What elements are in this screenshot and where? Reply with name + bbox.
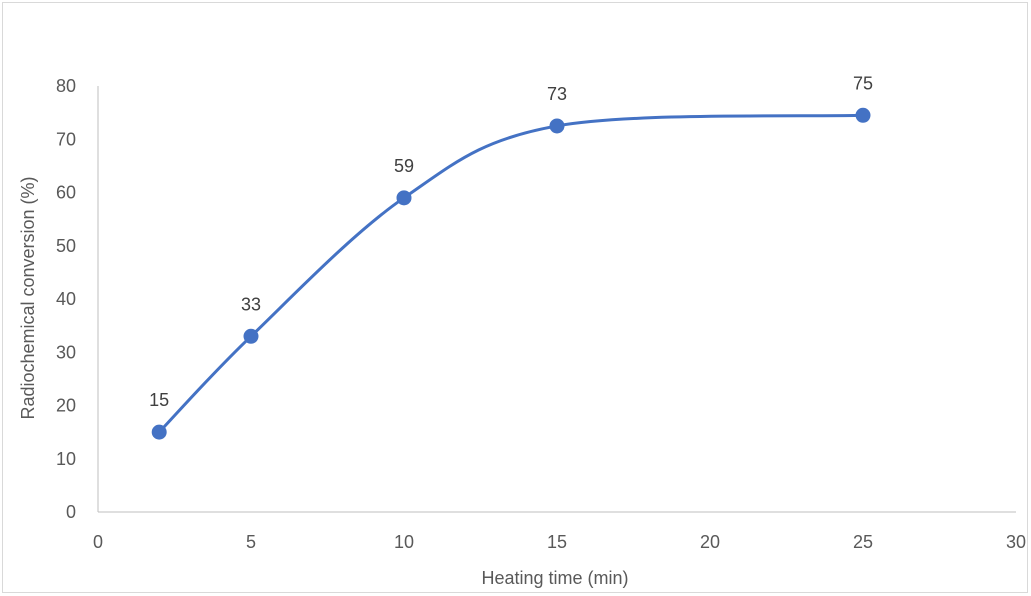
- x-tick-labels: 0 5 10 15 20 25 30: [93, 532, 1026, 552]
- x-tick-label: 0: [93, 532, 103, 552]
- y-tick-label: 50: [56, 236, 76, 256]
- data-points: [151, 107, 871, 440]
- data-label: 59: [394, 156, 414, 176]
- y-axis-title: Radiochemical conversion (%): [18, 176, 38, 419]
- x-tick-label: 25: [853, 532, 873, 552]
- x-tick-label: 5: [246, 532, 256, 552]
- data-label: 73: [547, 84, 567, 104]
- data-point: [855, 107, 871, 123]
- x-tick-label: 10: [394, 532, 414, 552]
- data-label: 33: [241, 294, 261, 314]
- y-tick-label: 60: [56, 183, 76, 203]
- data-point: [549, 118, 565, 134]
- x-tick-label: 30: [1006, 532, 1026, 552]
- x-tick-label: 15: [547, 532, 567, 552]
- x-axis-title: Heating time (min): [481, 568, 628, 588]
- data-label: 75: [853, 73, 873, 93]
- data-labels: 15 33 59 73 75: [149, 73, 873, 410]
- data-point: [396, 190, 412, 206]
- data-point: [151, 424, 167, 440]
- y-tick-labels: 0 10 20 30 40 50 60 70 80: [56, 76, 76, 522]
- y-tick-label: 80: [56, 76, 76, 96]
- y-tick-label: 70: [56, 129, 76, 149]
- data-point: [243, 328, 259, 344]
- axes: [97, 86, 1016, 513]
- y-tick-label: 0: [66, 502, 76, 522]
- y-tick-label: 20: [56, 396, 76, 416]
- y-tick-label: 30: [56, 342, 76, 362]
- y-tick-label: 10: [56, 449, 76, 469]
- x-tick-label: 20: [700, 532, 720, 552]
- data-label: 15: [149, 390, 169, 410]
- series-line: [158, 113, 864, 434]
- y-tick-label: 40: [56, 289, 76, 309]
